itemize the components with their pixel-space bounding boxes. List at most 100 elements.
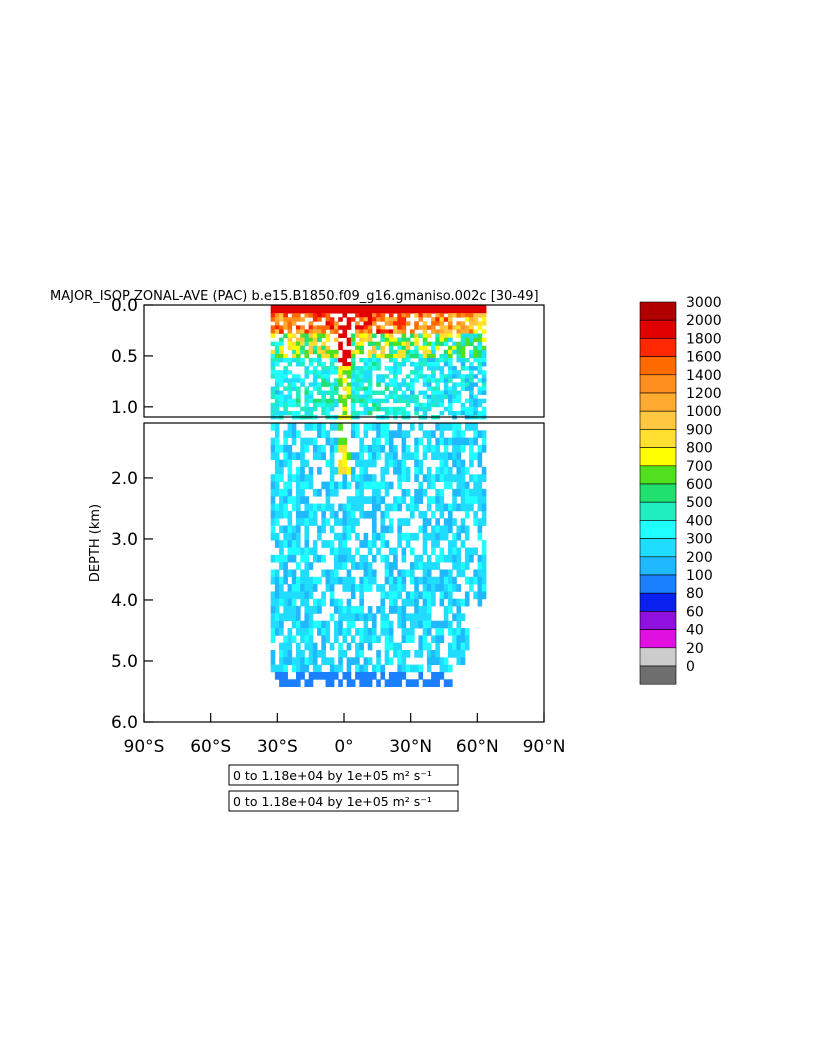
heatmap-cell	[401, 635, 407, 644]
heatmap-cell	[426, 613, 432, 622]
heatmap-cell	[296, 394, 301, 400]
heatmap-cell	[456, 481, 462, 490]
heatmap-cell	[456, 525, 462, 534]
heatmap-cell	[401, 606, 407, 614]
heatmap-cell	[321, 313, 326, 318]
heatmap-cell	[283, 321, 288, 326]
heatmap-cell	[388, 642, 394, 651]
heatmap-cell	[384, 591, 390, 600]
heatmap-cell	[338, 309, 343, 314]
heatmap-cell	[367, 333, 373, 338]
heatmap-cell	[346, 366, 352, 371]
heatmap-cell	[329, 325, 335, 330]
colorbar-label: 400	[686, 513, 713, 529]
heatmap-cell	[456, 532, 462, 541]
heatmap-cell	[329, 540, 335, 548]
heatmap-cell	[460, 357, 466, 363]
heatmap-cell	[422, 406, 428, 412]
heatmap-cell	[334, 357, 339, 363]
heatmap-cell	[342, 554, 348, 563]
heatmap-cell	[431, 386, 436, 391]
heatmap-cell	[334, 598, 339, 607]
heatmap-cell	[355, 459, 360, 468]
heatmap-cell	[456, 313, 462, 318]
heatmap-cell	[317, 503, 322, 512]
heatmap-cell	[296, 496, 301, 504]
heatmap-cell	[380, 337, 386, 343]
heatmap-cell	[304, 410, 310, 416]
heatmap-cell	[456, 309, 462, 314]
heatmap-cell	[448, 406, 453, 412]
heatmap-cell	[456, 488, 462, 497]
heatmap-cell	[456, 370, 462, 375]
heatmap-cell	[321, 341, 326, 347]
upper-panel-frame	[143, 304, 545, 418]
heatmap-cell	[338, 466, 343, 475]
heatmap-cell	[439, 496, 445, 504]
heatmap-cell	[325, 481, 331, 490]
heatmap-cell	[443, 305, 449, 310]
heatmap-cell	[439, 430, 445, 439]
heatmap-cell	[460, 459, 466, 468]
heatmap-cell	[439, 547, 445, 556]
heatmap-cell	[443, 664, 449, 673]
heatmap-cell	[334, 305, 339, 310]
heatmap-cell	[317, 333, 322, 338]
heatmap-cell	[397, 321, 402, 326]
heatmap-cell	[372, 349, 377, 355]
heatmap-cell	[321, 423, 326, 431]
heatmap-cell	[443, 337, 449, 343]
heatmap-cell	[359, 606, 364, 614]
heatmap-cell	[456, 554, 462, 563]
heatmap-cell	[321, 353, 326, 359]
heatmap-cell	[274, 349, 280, 355]
heatmap-cell	[469, 410, 474, 416]
heatmap-cell	[469, 437, 474, 446]
heatmap-cell	[464, 423, 470, 431]
heatmap-cell	[342, 309, 348, 314]
heatmap-cell	[426, 398, 432, 404]
heatmap-cell	[363, 628, 369, 636]
heatmap-cell	[422, 305, 428, 310]
heatmap-cell	[384, 410, 390, 416]
heatmap-cell	[443, 613, 449, 622]
heatmap-cell	[448, 349, 453, 355]
heatmap-cell	[464, 382, 470, 387]
heatmap-cell	[279, 628, 284, 636]
heatmap-cell	[300, 337, 305, 343]
heatmap-cell	[439, 394, 445, 400]
heatmap-cell	[443, 606, 449, 614]
heatmap-cell	[473, 345, 478, 351]
heatmap-cell	[342, 532, 348, 541]
heatmap-cell	[376, 657, 381, 666]
heatmap-cell	[397, 386, 402, 391]
heatmap-cell	[317, 576, 322, 585]
heatmap-cell	[296, 547, 301, 556]
heatmap-cell	[350, 576, 356, 585]
heatmap-cell	[359, 349, 364, 355]
heatmap-cell	[469, 374, 474, 379]
heatmap-cell	[291, 525, 297, 534]
heatmap-cell	[355, 341, 360, 347]
heatmap-cell	[384, 406, 390, 412]
heatmap-cell	[342, 635, 348, 644]
heatmap-cell	[342, 329, 348, 334]
heatmap-cell	[481, 496, 487, 504]
heatmap-cell	[367, 378, 373, 383]
heatmap-cell	[291, 305, 297, 310]
heatmap-cell	[388, 503, 394, 512]
heatmap-cell	[300, 382, 305, 387]
heatmap-cell	[481, 437, 487, 446]
heatmap-cell	[350, 466, 356, 475]
heatmap-cell	[350, 394, 356, 400]
heatmap-cell	[291, 402, 297, 408]
heatmap-cell	[376, 635, 381, 644]
heatmap-cell	[422, 333, 428, 338]
heatmap-cell	[376, 313, 381, 318]
heatmap-cell	[363, 510, 369, 519]
heatmap-cell	[393, 562, 398, 570]
heatmap-cell	[418, 613, 424, 622]
heatmap-cell	[405, 309, 411, 314]
heatmap-cell	[397, 398, 402, 404]
heatmap-cell	[304, 503, 310, 512]
